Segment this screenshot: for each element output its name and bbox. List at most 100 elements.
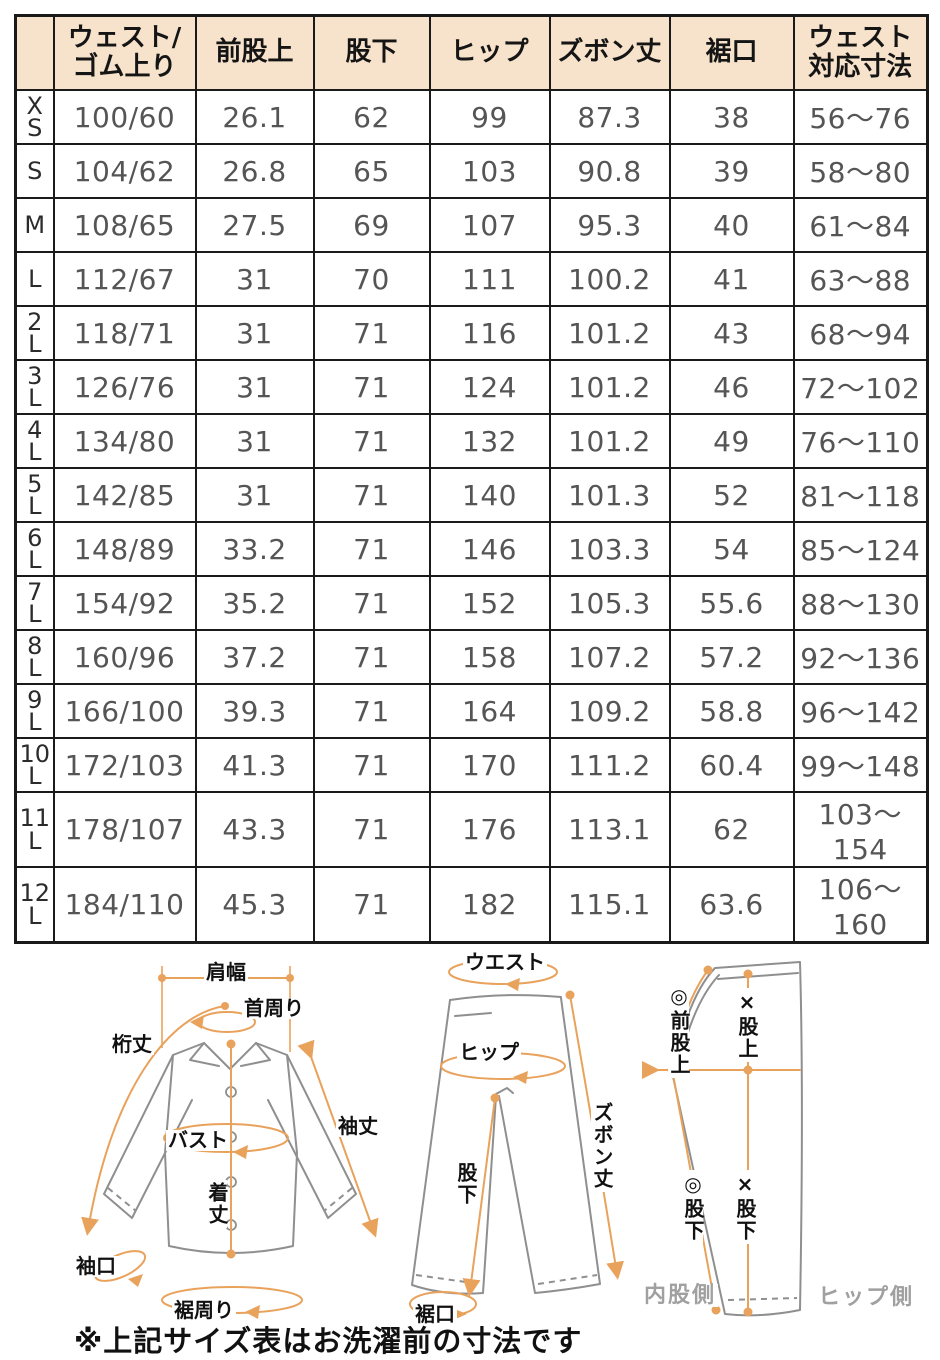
table-row: 11 L 178/107 43.3 71 176 113.1 62 103〜154 [14, 791, 929, 868]
size-cell: 92〜136 [792, 629, 929, 685]
size-cell: 90.8 [548, 143, 671, 199]
header-hem-opening: 裾口 [668, 14, 795, 91]
size-label: 7 L [14, 575, 55, 631]
hip-label: ヒップ [457, 1040, 521, 1064]
size-cell: 71 [312, 305, 431, 361]
size-label: 9 L [14, 683, 55, 739]
hip-side-label: ヒップ側 [816, 1285, 917, 1310]
size-cell: 152 [428, 575, 551, 631]
size-cell: 105.3 [548, 575, 671, 631]
size-cell: 58〜80 [792, 143, 929, 199]
size-cell: 76〜110 [792, 413, 929, 469]
size-cell: 142/85 [52, 467, 197, 523]
size-cell: 52 [668, 467, 795, 523]
size-label: M [14, 197, 55, 253]
size-cell: 172/103 [52, 737, 197, 793]
size-cell: 103〜154 [792, 791, 929, 868]
size-cell: 31 [194, 467, 315, 523]
waist-label: ウエスト [463, 950, 547, 974]
size-cell: 43 [668, 305, 795, 361]
size-label: 11 L [14, 791, 55, 868]
size-cell: 99〜148 [792, 737, 929, 793]
pants-side-diagram: ◎前股上 ×股上 ◎股下 ×股下 内股側 ヒップ側 [640, 948, 940, 1323]
size-cell: 111.2 [548, 737, 671, 793]
header-waist-range: ウェスト 対応寸法 [792, 14, 929, 91]
size-cell: 71 [312, 791, 431, 868]
size-table: ウェスト/ ゴム上り 前股上 股下 ヒップ ズボン丈 裾口 ウェスト 対応寸法 … [14, 14, 929, 944]
header-corner-cell [14, 14, 55, 91]
inseam-label: 股下 [454, 1160, 478, 1208]
size-label: L [14, 251, 55, 307]
size-cell: 115.1 [548, 866, 671, 944]
table-row: S 104/62 26.8 65 103 90.8 39 58〜80 [14, 143, 929, 199]
size-cell: 71 [312, 521, 431, 577]
size-cell: 111 [428, 251, 551, 307]
size-cell: 118/71 [52, 305, 197, 361]
size-cell: 65 [312, 143, 431, 199]
size-cell: 72〜102 [792, 359, 929, 415]
size-label: 4 L [14, 413, 55, 469]
size-cell: 124 [428, 359, 551, 415]
size-cell: 45.3 [194, 866, 315, 944]
size-cell: 68〜94 [792, 305, 929, 361]
size-cell: 46 [668, 359, 795, 415]
size-cell: 27.5 [194, 197, 315, 253]
size-label: 6 L [14, 521, 55, 577]
header-inseam: 股下 [312, 14, 431, 91]
table-row: 2 L 118/71 31 71 116 101.2 43 68〜94 [14, 305, 929, 361]
size-cell: 69 [312, 197, 431, 253]
size-label: 12 L [14, 866, 55, 944]
size-table-body: X S 100/60 26.1 62 99 87.3 38 56〜76 S 104/62 26.8 6… [14, 89, 929, 944]
size-cell: 96〜142 [792, 683, 929, 739]
size-label: S [14, 143, 55, 199]
size-cell: 41.3 [194, 737, 315, 793]
size-cell: 101.3 [548, 467, 671, 523]
size-cell: 164 [428, 683, 551, 739]
size-cell: 70 [312, 251, 431, 307]
table-row: 8 L 160/96 37.2 71 158 107.2 57.2 92〜136 [14, 629, 929, 685]
cuff-opening-label: 袖口 [74, 1254, 118, 1278]
table-row: 9 L 166/100 39.3 71 164 109.2 58.8 96〜142 [14, 683, 929, 739]
size-cell: 39 [668, 143, 795, 199]
pants-front-diagram: ウエスト ヒップ ズボン丈 股下 裾口 [395, 948, 665, 1325]
size-cell: 71 [312, 413, 431, 469]
table-row: 3 L 126/76 31 71 124 101.2 46 72〜102 [14, 359, 929, 415]
inner-side-label: 内股側 [642, 1283, 719, 1308]
size-cell: 55.6 [668, 575, 795, 631]
size-cell: 71 [312, 359, 431, 415]
size-cell: 62 [668, 791, 795, 868]
shoulder-width-label: 肩幅 [204, 960, 248, 984]
size-cell: 154/92 [52, 575, 197, 631]
size-cell: 71 [312, 575, 431, 631]
size-cell: 101.2 [548, 413, 671, 469]
size-cell: 134/80 [52, 413, 197, 469]
size-cell: 40 [668, 197, 795, 253]
size-cell: 57.2 [668, 629, 795, 685]
table-row: X S 100/60 26.1 62 99 87.3 38 56〜76 [14, 89, 929, 145]
inseam-a-label: ◎股下 [681, 1170, 705, 1244]
size-label: X S [14, 89, 55, 145]
table-row: L 112/67 31 70 111 100.2 41 63〜88 [14, 251, 929, 307]
size-cell: 31 [194, 305, 315, 361]
size-cell: 116 [428, 305, 551, 361]
size-cell: 104/62 [52, 143, 197, 199]
table-row: 5 L 142/85 31 71 140 101.3 52 81〜118 [14, 467, 929, 523]
size-cell: 85〜124 [792, 521, 929, 577]
table-row: M 108/65 27.5 69 107 95.3 40 61〜84 [14, 197, 929, 253]
size-cell: 63〜88 [792, 251, 929, 307]
size-cell: 43.3 [194, 791, 315, 868]
size-cell: 63.6 [668, 866, 795, 944]
size-cell: 126/76 [52, 359, 197, 415]
size-cell: 81〜118 [792, 467, 929, 523]
size-cell: 71 [312, 629, 431, 685]
pants-length-label: ズボン丈 [590, 1100, 614, 1192]
size-cell: 178/107 [52, 791, 197, 868]
size-table-header: ウェスト/ ゴム上り 前股上 股下 ヒップ ズボン丈 裾口 ウェスト 対応寸法 [14, 14, 929, 91]
size-cell: 61〜84 [792, 197, 929, 253]
size-cell: 107.2 [548, 629, 671, 685]
neck-around-label: 首周り [242, 996, 306, 1020]
header-hip: ヒップ [428, 14, 551, 91]
table-row: 12 L 184/110 45.3 71 182 115.1 63.6 106〜160 [14, 866, 929, 944]
size-cell: 132 [428, 413, 551, 469]
